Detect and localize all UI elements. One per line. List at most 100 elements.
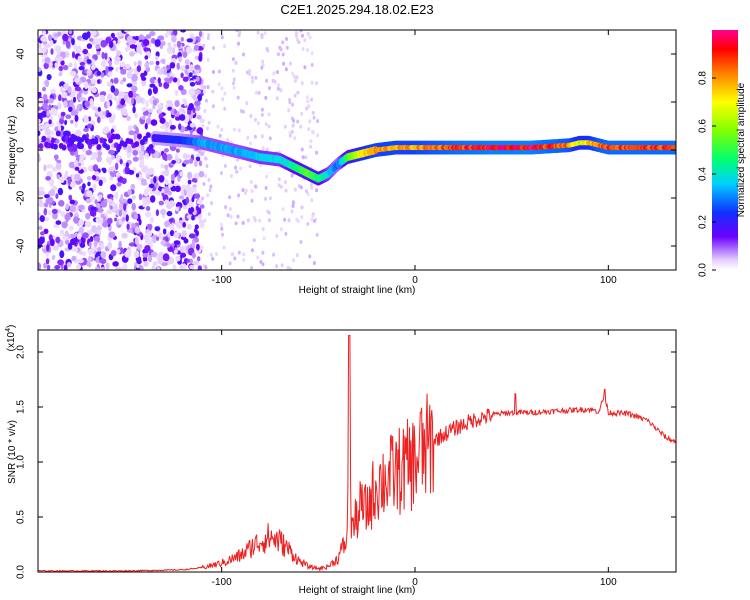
spectrogram-noise-cell [215,252,218,256]
spectrogram-noise-cell [162,186,170,194]
spectrogram-noise-cell [86,59,92,64]
spectrogram-noise-cell [70,119,74,124]
spectrogram-noise-cell [175,255,181,262]
spectrogram-noise-cell [291,204,295,208]
spectrogram-noise-cell [89,37,94,42]
spectrogram-noise-cell [100,40,107,48]
spectrogram-noise-cell [315,150,319,155]
spectrogram-noise-cell [123,30,131,33]
spectrogram-noise-cell [300,111,304,116]
spectrogram-noise-cell [156,236,160,241]
spectrogram-noise-cell [106,132,112,139]
spectrogram-noise-cell [102,127,110,134]
spectrogram-noise-cell [82,48,89,55]
spectrogram-noise-cell [113,77,119,84]
spectrogram-noise-cell [196,114,202,120]
spectrogram-noise-cell [123,203,127,211]
spectrogram-noise-cell [61,91,68,99]
spectrogram-noise-cell [114,217,118,222]
snr-series-line [38,335,676,572]
spectrogram-noise-cell [106,112,112,118]
spectrogram-noise-cell [295,37,299,42]
spectrogram-noise-cell [61,221,68,229]
spectrogram-noise-cell [48,98,54,104]
spectrogram-noise-cell [216,124,220,129]
spectrogram-noise-cell [173,43,177,48]
spectrogram-noise-cell [158,200,164,206]
spectrogram-noise-cell [199,222,205,229]
spectrogram-noise-cell [145,206,151,211]
spectrogram-noise-cell [202,43,206,48]
spectrogram-noise-cell [124,94,128,102]
spectrogram-noise-cell [149,30,156,37]
spectrogram-noise-cell [142,199,146,208]
spectrogram-noise-cell [264,95,268,100]
spectrogram-noise-cell [74,173,81,182]
spectrogram-noise-cell [126,115,131,121]
spectrogram-noise-cell [276,52,280,57]
spectrogram-noise-cell [144,152,149,159]
spectrogram-noise-cell [266,209,270,214]
spectrogram-noise-cell [271,78,275,83]
spectrogram-noise-cell [132,156,139,162]
spectrogram-noise-cell [136,243,143,250]
spectrogram-noise-cell [74,166,80,171]
spectrogram-noise-cell [74,77,80,83]
spectrogram-noise-cell [135,95,142,102]
spectrogram-noise-cell [164,164,169,170]
spectrogram-noise-cell [121,217,126,222]
spectrogram-noise-cell [254,75,258,80]
spectrogram-noise-cell [43,216,50,222]
spectrogram-noise-cell [132,105,136,114]
spectrogram-noise-cell [43,164,47,171]
spectrogram-noise-cell [47,210,52,216]
spectrogram-noise-cell [79,178,83,184]
spectrogram-noise-cell [150,178,154,185]
spectrogram-noise-cell [200,84,204,89]
spectrogram-noise-cell [185,64,190,70]
spectrogram-noise-cell [134,113,139,119]
spectrogram-noise-cell [156,191,161,196]
spectrogram-noise-cell [72,88,76,97]
spectrogram-noise-cell [64,119,68,126]
spectrogram-noise-cell [69,205,76,213]
spectrogram-noise-cell [218,133,222,138]
spectrogram-noise-cell [166,46,174,54]
spectrogram-noise-cell [141,78,147,87]
spectrogram-band-cell [145,132,151,138]
spectrogram-noise-cell [44,79,50,88]
spectrogram-noise-cell [261,146,265,150]
spectrogram-noise-cell [258,218,262,223]
spectrogram-noise-cell [157,256,164,265]
spectrogram-noise-cell [75,263,81,270]
spectrogram-noise-cell [155,55,159,61]
spectrogram-noise-cell [40,36,48,42]
spectrogram-noise-cell [138,218,142,226]
spectrogram-noise-cell [195,156,201,162]
spectrogram-noise-cell [131,202,136,211]
spectrogram-noise-cell [242,258,246,263]
spectrogram-noise-cell [48,119,52,125]
spectrogram-noise-cell [91,87,97,94]
spectrogram-noise-cell [51,208,58,214]
spectrogram-x-ticks: -100 0 100 [212,30,617,286]
spectrogram-noise-cell [155,209,159,217]
spectrogram-noise-cell [110,184,117,192]
spectrogram-noise-cell [178,195,185,200]
spectrogram-noise-cell [55,220,62,225]
spectrogram-noise-cell [226,138,230,142]
spectrogram-noise-cell [161,262,168,267]
y-tick-label: 0.0 [16,565,27,579]
spectrogram-noise-cell [118,240,122,249]
spectrogram-noise-cell [153,176,157,184]
spectrogram-noise-cell [161,188,165,194]
spectrogram-noise-cell [187,188,194,196]
spectrogram-band-cell [61,144,67,151]
spectrogram-noise-cell [143,261,149,267]
spectrogram-noise-cell [252,215,256,220]
spectrogram-noise-cell [310,198,314,203]
colorbar-label: Normalized spectral amplitude [736,82,747,217]
spectrogram-noise-cell [117,104,124,109]
spectrogram-noise-cell [229,214,233,219]
spectrogram-noise-cell [143,189,149,197]
